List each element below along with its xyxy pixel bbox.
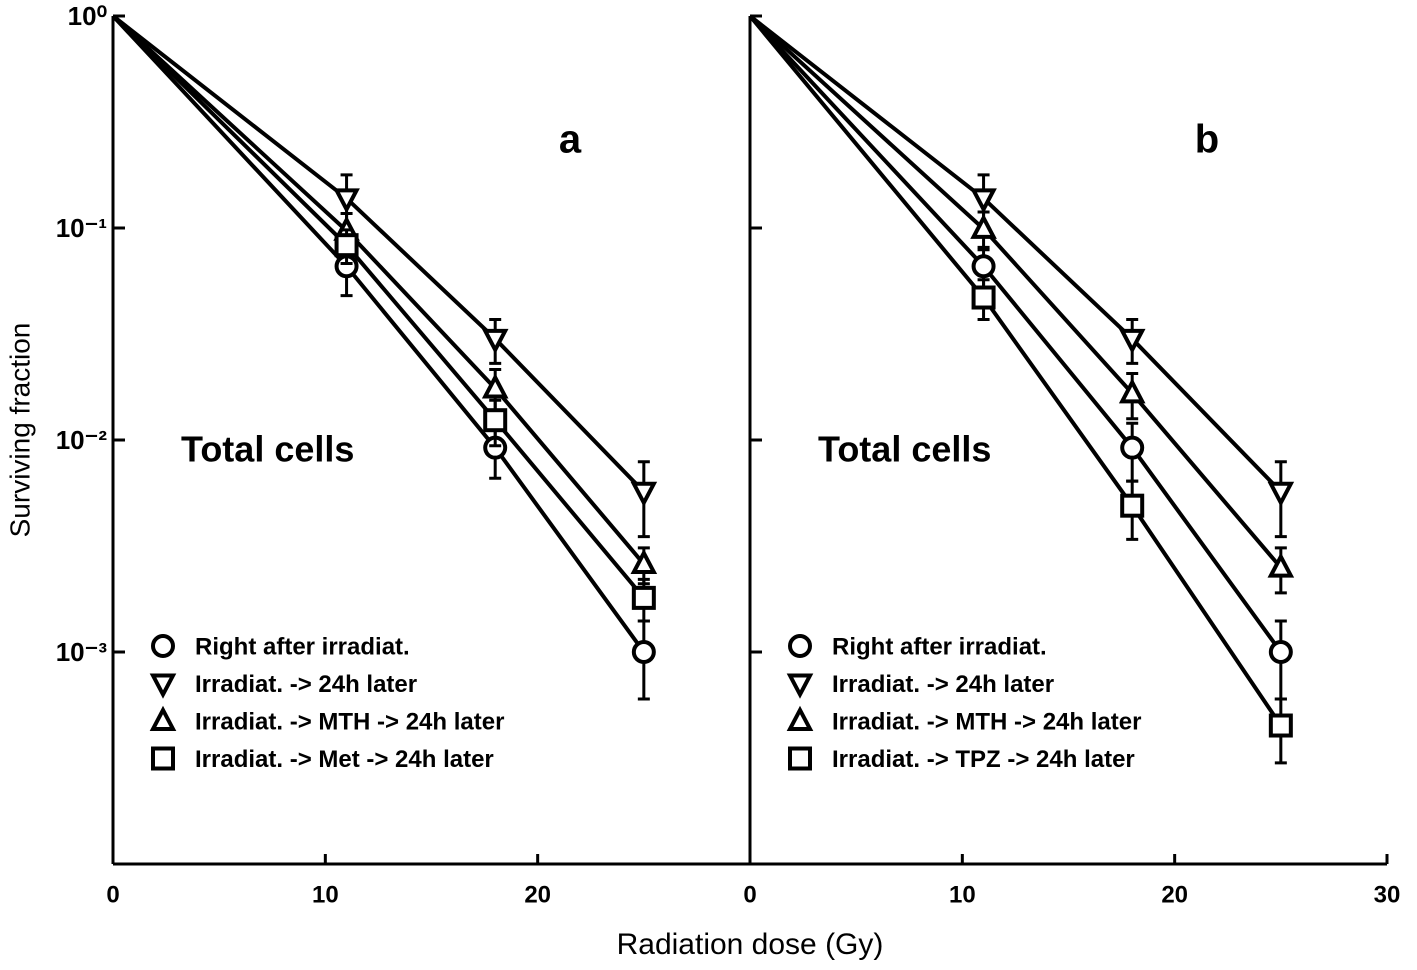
annotation: Total cells	[818, 429, 991, 470]
marker	[630, 548, 658, 575]
x-tick-label: 0	[743, 881, 756, 908]
legend-marker	[149, 705, 177, 731]
x-tick-label: 30	[1374, 881, 1401, 908]
legend-label: Irradiat. -> MTH -> 24h later	[195, 708, 504, 735]
marker	[1118, 328, 1146, 355]
series-line	[748, 14, 1283, 494]
marker	[1118, 378, 1146, 404]
y-tick-label: 10⁻²	[56, 425, 108, 455]
annotation: Total cells	[181, 429, 354, 470]
y-tick-label: 10⁰	[68, 1, 107, 31]
legend-marker	[151, 634, 175, 658]
series-line	[111, 14, 646, 494]
marker	[334, 233, 359, 258]
legend-label: Irradiat. -> 24h later	[832, 671, 1054, 698]
marker	[970, 213, 997, 239]
legend-label: Irradiat. -> TPZ -> 24h later	[832, 746, 1135, 773]
panel-label: a	[559, 118, 582, 162]
legend-marker	[149, 673, 177, 699]
series-line	[111, 14, 646, 566]
legend-label: Right after irradiat.	[195, 633, 410, 660]
series-line	[748, 14, 1283, 727]
panel-label: b	[1195, 118, 1219, 162]
series-line	[111, 14, 646, 654]
legend-label: Right after irradiat.	[832, 633, 1047, 660]
legend-label: Irradiat. -> Met -> 24h later	[195, 746, 494, 773]
legend-marker	[788, 746, 812, 771]
marker	[481, 373, 509, 399]
legend-label: Irradiat. -> 24h later	[195, 671, 417, 698]
marker	[1268, 640, 1293, 664]
marker	[1267, 481, 1295, 508]
x-tick-label: 0	[106, 881, 119, 908]
x-tick-label: 20	[524, 881, 551, 908]
legend-marker	[786, 705, 814, 731]
y-axis-label: Surviving fraction	[4, 323, 35, 538]
legend-marker	[151, 746, 175, 771]
legend-marker	[788, 634, 812, 658]
series-line	[111, 14, 646, 600]
y-tick-label: 10⁻³	[56, 637, 108, 667]
marker	[971, 285, 996, 310]
marker	[1268, 713, 1293, 738]
y-tick-label: 10⁻¹	[56, 213, 107, 243]
marker	[971, 254, 996, 279]
x-tick-label: 10	[312, 881, 339, 908]
marker	[630, 481, 658, 508]
x-axis-label: Radiation dose (Gy)	[617, 928, 884, 961]
marker	[631, 640, 656, 664]
marker	[481, 328, 509, 355]
series-line	[748, 14, 1283, 569]
marker	[970, 188, 997, 214]
marker	[1120, 435, 1145, 460]
marker	[333, 188, 360, 214]
marker	[1267, 552, 1295, 578]
x-tick-label: 20	[1161, 881, 1188, 908]
marker	[483, 408, 508, 433]
legend-marker	[786, 673, 814, 699]
legend-label: Irradiat. -> MTH -> 24h later	[832, 708, 1141, 735]
series-line	[748, 14, 1283, 654]
marker	[631, 585, 656, 610]
x-tick-label: 10	[949, 881, 976, 908]
marker	[1120, 493, 1145, 518]
